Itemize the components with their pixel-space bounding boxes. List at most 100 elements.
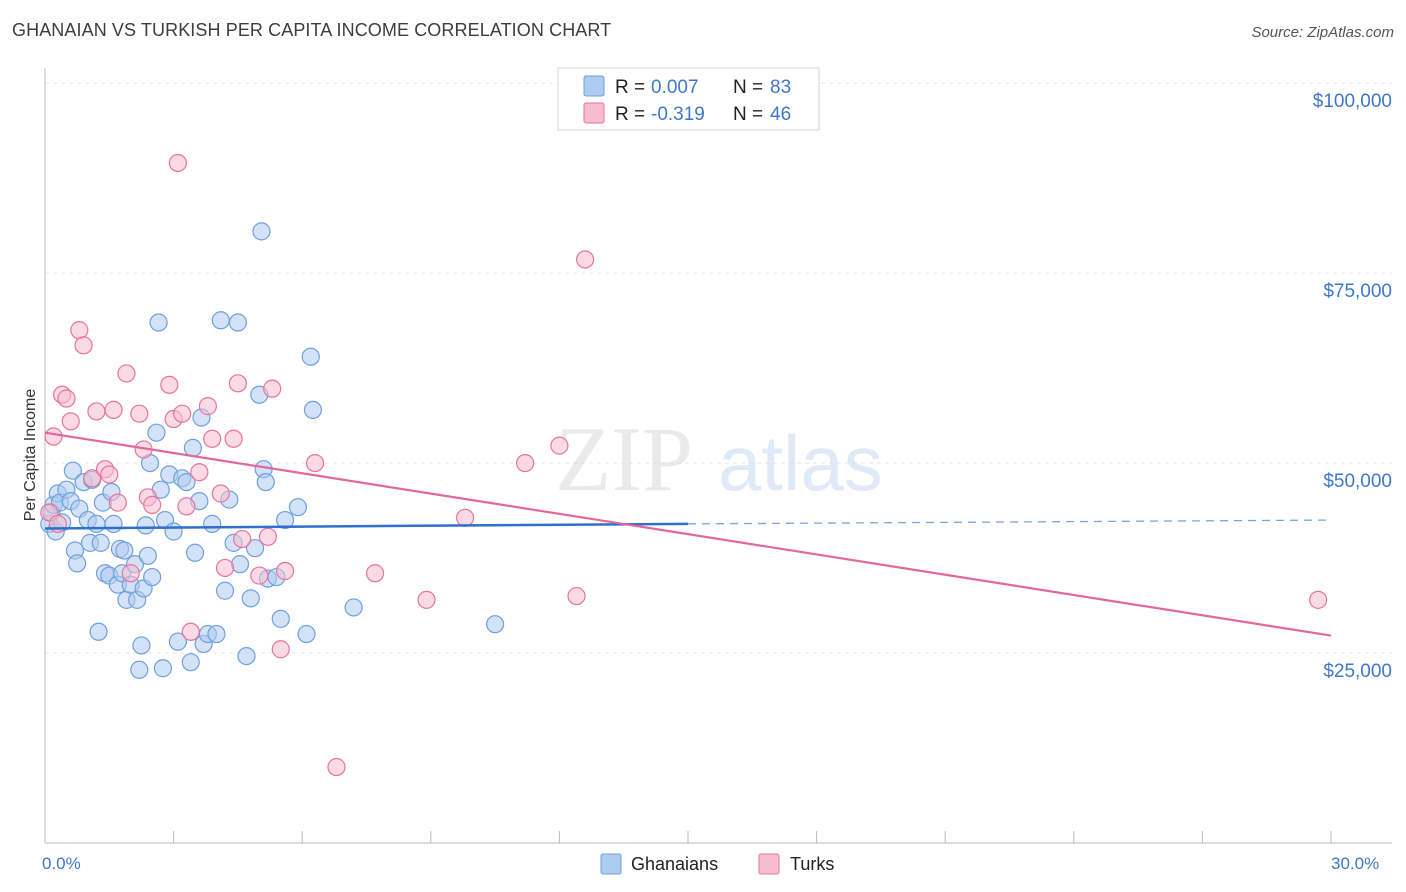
- point-turks: [233, 529, 252, 549]
- y-tick-labels: $25,000 $50,000 $75,000 $100,000: [1313, 91, 1392, 682]
- point-turks: [271, 640, 290, 659]
- point-turks: [198, 397, 217, 416]
- point-turks: [228, 374, 247, 393]
- point-ghanaians: [177, 472, 196, 492]
- trend-line-turks: [44, 431, 1332, 637]
- point-turks: [305, 453, 325, 473]
- point-turks: [173, 404, 192, 423]
- bottom-legend: Ghanaians Turks: [600, 853, 834, 875]
- point-turks: [224, 429, 243, 448]
- chart-title: GHANAIAN VS TURKISH PER CAPITA INCOME CO…: [12, 20, 612, 40]
- legend-swatch-ghanaians: [583, 75, 605, 97]
- bottom-legend-label-ghanaians: Ghanaians: [631, 854, 718, 874]
- series-ghanaians: [40, 222, 505, 679]
- point-ghanaians: [252, 222, 271, 241]
- point-ghanaians: [89, 622, 108, 641]
- legend-box: R = 0.007 N = 83 R = -0.319 N = 46: [557, 67, 820, 131]
- point-turks: [160, 375, 179, 394]
- point-ghanaians: [130, 660, 149, 679]
- point-turks: [83, 469, 102, 488]
- point-ghanaians: [115, 541, 134, 560]
- point-ghanaians: [181, 653, 200, 672]
- legend-r-label-2: R =: [615, 104, 645, 125]
- point-ghanaians: [207, 624, 226, 644]
- y-tick-label: $50,000: [1323, 471, 1392, 492]
- point-turks: [70, 321, 89, 340]
- point-ghanaians: [183, 438, 202, 458]
- point-turks: [168, 153, 187, 173]
- point-ghanaians: [153, 659, 172, 678]
- point-turks: [177, 497, 196, 516]
- point-turks: [181, 622, 200, 641]
- point-ghanaians: [303, 400, 323, 420]
- point-ghanaians: [136, 516, 155, 535]
- point-turks: [104, 400, 123, 420]
- point-turks: [211, 484, 230, 503]
- point-ghanaians: [91, 533, 110, 552]
- bottom-legend-swatch-turks: [758, 853, 780, 875]
- legend-n-label-2: N =: [733, 104, 763, 125]
- point-turks: [263, 379, 282, 398]
- point-turks: [365, 564, 385, 583]
- axes: [44, 68, 1392, 844]
- point-ghanaians: [301, 347, 320, 366]
- point-ghanaians: [168, 632, 187, 651]
- point-turks: [258, 527, 278, 546]
- point-turks: [250, 566, 269, 585]
- point-turks: [48, 514, 67, 533]
- point-turks: [100, 465, 119, 484]
- point-turks: [1309, 590, 1328, 609]
- watermark: ZIP atlas: [555, 408, 883, 510]
- series-turks: [40, 153, 1328, 777]
- point-turks: [215, 558, 235, 578]
- point-ghanaians: [230, 555, 250, 574]
- legend-n-value-1: 83: [770, 77, 791, 98]
- y-tick-label: $100,000: [1313, 91, 1392, 112]
- y-tick-label: $25,000: [1323, 661, 1392, 682]
- point-turks: [143, 495, 162, 514]
- point-ghanaians: [68, 554, 87, 573]
- point-ghanaians: [297, 624, 316, 644]
- source-label: Source: ZipAtlas.com: [1251, 24, 1394, 41]
- point-turks: [455, 508, 475, 527]
- point-turks: [87, 402, 106, 421]
- legend-n-label-1: N =: [733, 77, 763, 98]
- point-turks: [44, 427, 63, 446]
- bottom-legend-swatch-ghanaians: [600, 853, 622, 875]
- watermark-zip: ZIP: [555, 408, 693, 510]
- point-turks: [117, 364, 136, 383]
- point-ghanaians: [288, 498, 308, 517]
- point-ghanaians: [132, 636, 151, 655]
- point-ghanaians: [104, 514, 123, 533]
- point-ghanaians: [228, 313, 247, 332]
- point-ghanaians: [164, 522, 183, 541]
- point-ghanaians: [344, 598, 363, 617]
- y-axis-label: Per Capita Income: [22, 389, 39, 522]
- point-ghanaians: [63, 461, 82, 480]
- point-turks: [61, 412, 80, 431]
- point-turks: [203, 429, 222, 448]
- point-ghanaians: [215, 581, 235, 600]
- legend-r-value-2: -0.319: [651, 104, 705, 125]
- point-ghanaians: [241, 589, 260, 608]
- point-ghanaians: [256, 472, 275, 492]
- legend-swatch-turks: [583, 102, 605, 124]
- point-turks: [190, 463, 209, 482]
- point-ghanaians: [237, 646, 256, 666]
- point-turks: [516, 453, 535, 473]
- point-turks: [567, 586, 586, 606]
- point-turks: [417, 590, 436, 609]
- point-ghanaians: [486, 615, 505, 634]
- point-turks: [57, 389, 76, 408]
- point-turks: [121, 564, 140, 583]
- point-ghanaians: [138, 546, 157, 565]
- point-turks: [130, 404, 149, 423]
- point-turks: [576, 250, 595, 269]
- point-ghanaians: [245, 539, 265, 558]
- trend-lines: [44, 431, 1332, 637]
- trend-line-ghanaians-extension: [687, 519, 1332, 525]
- point-ghanaians: [211, 311, 230, 330]
- y-tick-label: $75,000: [1323, 281, 1392, 302]
- bottom-legend-label-turks: Turks: [790, 854, 834, 874]
